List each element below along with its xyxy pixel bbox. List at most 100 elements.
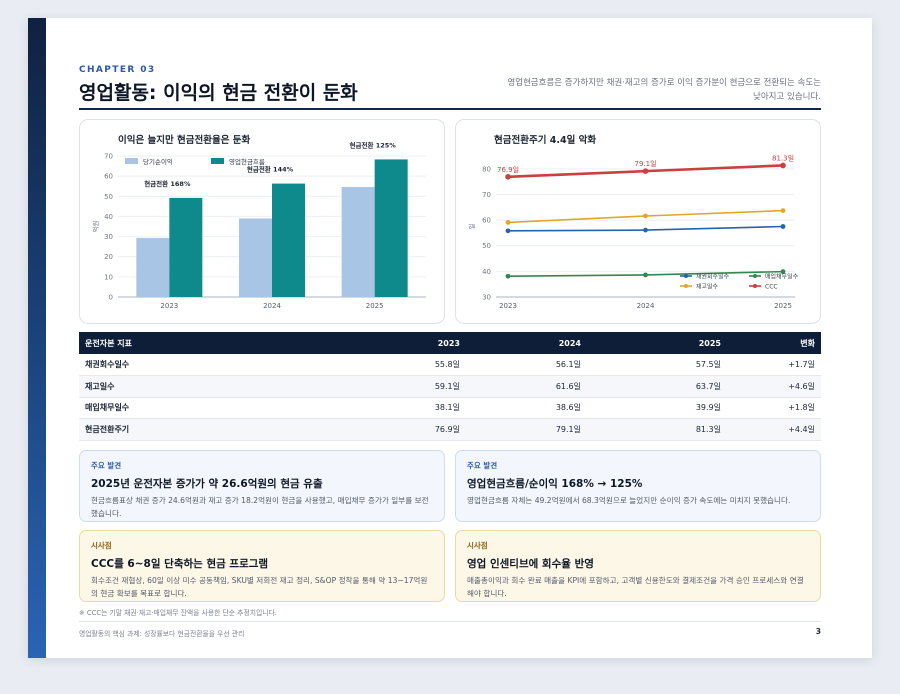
bar-y-axis-label: 억원 bbox=[91, 221, 100, 233]
line-point bbox=[505, 273, 511, 279]
page-subtitle: 영업현금흐름은 증가하지만 채권·재고의 증가로 이익 증가분이 현금으로 전환… bbox=[507, 78, 821, 102]
implication-tag: 시사점 bbox=[467, 541, 488, 550]
finding-box-conversion: 주요 발견 영업현금흐름/순이익 168% → 125% 영업현금흐름 자체는 … bbox=[455, 450, 821, 522]
table-cell: +1.8일 bbox=[727, 397, 821, 419]
page-title: 영업활동: 이익의 현금 전환이 둔화 bbox=[79, 82, 358, 104]
bar-annotation: 현금전환 144% bbox=[247, 165, 294, 174]
line-chart-title: 현금전환주기 4.4일 악화 bbox=[494, 135, 597, 146]
line-y-axis-label: 일 bbox=[467, 223, 476, 229]
table-cell: 55.8일 bbox=[347, 354, 466, 376]
bar-x-tick-label: 2023 bbox=[160, 302, 178, 310]
finding-tag: 주요 발견 bbox=[467, 461, 498, 470]
implication-body: 회수조건 재협상, 60일 이상 미수 공동책임, SKU별 저회전 재고 정리… bbox=[91, 576, 428, 598]
line-point bbox=[505, 219, 511, 225]
bar-y-tick-label: 70 bbox=[104, 153, 113, 161]
table-header-row: 운전자본 지표 2023 2024 2025 변화 bbox=[79, 332, 821, 354]
line-chart-card: 현금전환주기 4.4일 악화 30 40 50 60 70 80 일 2023 2024 2025… bbox=[455, 119, 821, 324]
bar-legend-swatch bbox=[211, 158, 224, 164]
bar-annotation: 현금전환 125% bbox=[350, 140, 397, 149]
table-header-cell: 운전자본 지표 bbox=[79, 332, 347, 354]
table-cell: 61.6일 bbox=[466, 375, 587, 398]
chapter-label: CHAPTER 03 bbox=[79, 65, 156, 75]
page-number: 3 bbox=[815, 627, 821, 636]
line-y-tick-label: 50 bbox=[482, 242, 491, 250]
line-y-tick-label: 40 bbox=[482, 268, 491, 276]
finding-heading: 영업현금흐름/순이익 168% → 125% bbox=[467, 478, 643, 490]
bar-y-tick-label: 30 bbox=[104, 233, 113, 241]
line-point bbox=[505, 228, 511, 234]
line-legend-label: 재고일수 bbox=[696, 283, 719, 291]
bar-legend-label: 당기순이익 bbox=[143, 157, 173, 166]
table-row: 재고일수 59.1일 61.6일 63.7일 +4.6일 bbox=[79, 375, 821, 398]
bar-x-tick-label: 2024 bbox=[263, 302, 281, 310]
table-cell: 38.6일 bbox=[466, 397, 587, 419]
bar-legend-swatch bbox=[125, 158, 138, 164]
implication-heading: CCC를 6~8일 단축하는 현금 프로그램 bbox=[91, 558, 269, 570]
line-legend-marker bbox=[684, 274, 688, 278]
line-legend-marker bbox=[753, 284, 757, 288]
bar-operating-cf bbox=[169, 197, 203, 297]
line-y-tick-label: 80 bbox=[482, 165, 491, 173]
finding-tag: 주요 발견 bbox=[91, 461, 122, 470]
table-cell: 57.5일 bbox=[587, 354, 727, 376]
table-cell: 채권회수일수 bbox=[79, 354, 347, 376]
bar-net-income bbox=[341, 187, 375, 297]
line-x-tick-label: 2025 bbox=[774, 302, 792, 310]
table-cell: 재고일수 bbox=[79, 375, 347, 398]
line-point bbox=[643, 272, 648, 278]
bar-annotation: 현금전환 168% bbox=[144, 179, 191, 188]
line-legend-marker bbox=[753, 274, 757, 278]
implication-box-incentive: 시사점 영업 인센티브에 회수율 반영 매출총이익과 회수 완료 매출을 KPI… bbox=[455, 530, 821, 602]
title-rule bbox=[79, 108, 821, 110]
finding-heading: 2025년 운전자본 증가가 약 26.6억원의 현금 유출 bbox=[91, 478, 323, 490]
footer-text: 영업활동의 핵심 과제: 성장률보다 현금전환율을 우선 관리 bbox=[79, 630, 245, 638]
footer-rule bbox=[79, 621, 821, 622]
table-cell: +4.4일 bbox=[727, 418, 821, 441]
table-cell: 39.9일 bbox=[587, 397, 727, 419]
bar-y-tick-label: 60 bbox=[104, 173, 113, 181]
table-cell: 79.1일 bbox=[466, 418, 587, 441]
line-y-tick-label: 60 bbox=[482, 217, 491, 225]
table-header-cell: 2025 bbox=[587, 332, 727, 354]
bar-operating-cf bbox=[374, 159, 408, 297]
page-spine bbox=[28, 18, 46, 658]
finding-body: 영업현금흐름 자체는 49.2억원에서 68.3억원으로 늘었지만 순이익 증가… bbox=[467, 496, 791, 505]
ccc-point-label: 76.9일 bbox=[497, 165, 519, 174]
table-cell: 38.1일 bbox=[347, 397, 466, 419]
report-page: CHAPTER 03 영업활동: 이익의 현금 전환이 둔화 영업현금흐름은 증… bbox=[28, 18, 872, 658]
implication-tag: 시사점 bbox=[91, 541, 112, 550]
implication-box-ccc-program: 시사점 CCC를 6~8일 단축하는 현금 프로그램 회수조건 재협상, 60일… bbox=[79, 530, 445, 602]
line-point bbox=[780, 269, 786, 275]
finding-box-cash-outflow: 주요 발견 2025년 운전자본 증가가 약 26.6억원의 현금 유출 현금흐… bbox=[79, 450, 445, 522]
line-point bbox=[642, 168, 649, 174]
line-legend-marker bbox=[684, 284, 688, 288]
table-cell: 56.1일 bbox=[466, 354, 587, 376]
line-x-tick-label: 2023 bbox=[499, 302, 517, 310]
footnote: ※ CCC는 기말 채권·재고·매입채무 잔액을 사용한 단순 추정치입니다. bbox=[79, 609, 277, 617]
bar-x-tick-label: 2025 bbox=[366, 302, 384, 310]
table-cell: 63.7일 bbox=[587, 375, 727, 398]
line-point bbox=[780, 162, 786, 169]
line-legend-label: CCC bbox=[765, 284, 778, 291]
working-capital-table: 운전자본 지표 2023 2024 2025 변화 채권회수일수 55.8일 5… bbox=[79, 332, 821, 441]
bar-legend-label: 영업현금흐름 bbox=[229, 157, 265, 166]
line-y-tick-label: 70 bbox=[482, 191, 491, 199]
table-header-cell: 2023 bbox=[347, 332, 466, 354]
finding-body: 현금흐름표상 채권 증가 24.6억원과 재고 증가 18.2억원이 현금을 사… bbox=[91, 496, 429, 518]
ccc-point-label: 81.3일 bbox=[772, 153, 794, 162]
table-cell: 현금전환주기 bbox=[79, 418, 347, 441]
bar-net-income bbox=[136, 237, 170, 297]
bar-y-tick-label: 50 bbox=[104, 193, 113, 201]
bar-y-tick-label: 10 bbox=[104, 273, 113, 281]
bar-chart: 0 10 20 30 40 50 60 70 억원 현금전환 168% 2023 현금전환 144% 2… bbox=[91, 140, 426, 310]
table-row: 현금전환주기 76.9일 79.1일 81.3일 +4.4일 bbox=[79, 418, 821, 441]
line-point bbox=[780, 224, 786, 229]
line-legend-label: 매입채무일수 bbox=[765, 273, 799, 281]
table-cell: +1.7일 bbox=[727, 354, 821, 376]
line-point bbox=[643, 213, 648, 219]
line-chart: 30 40 50 60 70 80 일 2023 2024 2025 76.9일 79.1일 81.3일… bbox=[467, 153, 799, 310]
table-cell: 매입채무일수 bbox=[79, 397, 347, 419]
bar-net-income bbox=[239, 218, 272, 297]
table-cell: 59.1일 bbox=[347, 375, 466, 398]
implication-heading: 영업 인센티브에 회수율 반영 bbox=[467, 558, 594, 570]
